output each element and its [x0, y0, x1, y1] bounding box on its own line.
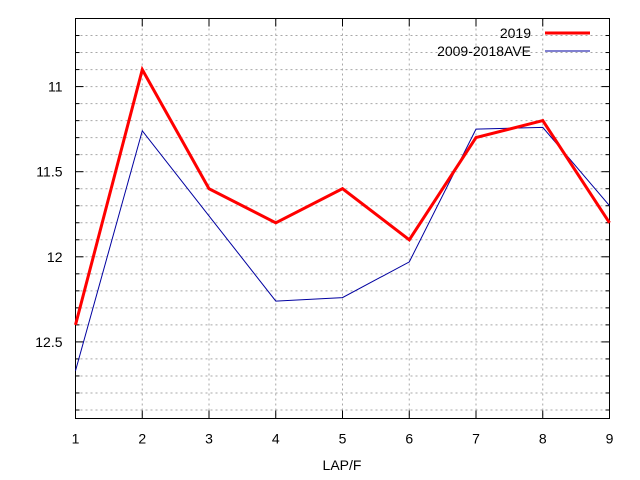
y-tick-label: 11.5 [36, 164, 62, 180]
legend-label: 2019 [500, 25, 531, 41]
series-line-average [75, 126, 610, 371]
x-tick-label: 4 [272, 431, 280, 447]
series [74, 65, 611, 371]
y-tick-label: 11 [48, 79, 63, 95]
y-tick-label: 12 [47, 249, 63, 265]
x-axis-title: LAP/F [323, 457, 362, 473]
x-tick-label: 9 [606, 431, 614, 447]
x-tick-label: 7 [472, 431, 480, 447]
x-tick-label: 2 [138, 431, 146, 447]
legend-label: 2009-2018AVE [437, 43, 531, 59]
series-line-2019 [74, 65, 611, 326]
plot-frame [75, 18, 610, 419]
legend: 2019 2009-2018AVE [437, 25, 590, 59]
x-tick-label: 1 [72, 431, 80, 447]
x-tick-label: 3 [205, 431, 213, 447]
grid [75, 18, 610, 419]
x-tick-label: 8 [539, 431, 547, 447]
x-tick-label: 6 [405, 431, 413, 447]
x-tick-label: 5 [339, 431, 347, 447]
y-tick-label: 12.5 [35, 334, 62, 350]
